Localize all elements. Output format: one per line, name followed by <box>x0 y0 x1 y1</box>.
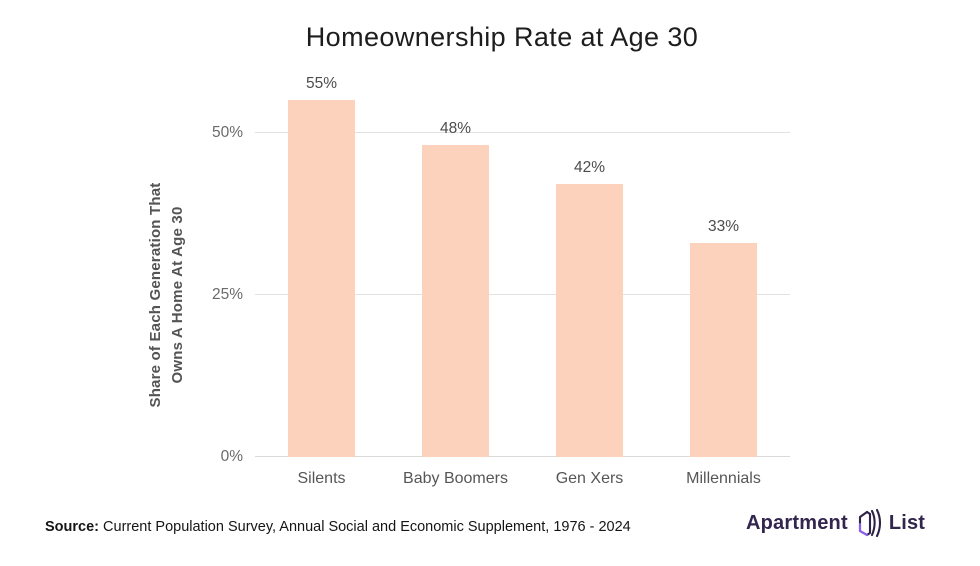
chart-title: Homeownership Rate at Age 30 <box>305 22 699 52</box>
plot-area: 0% 25% 50% 55% Silents 48% Baby Boomers 42% Gen … <box>212 75 790 487</box>
x-axis-label-baby-boomers: Baby Boomers <box>403 470 508 487</box>
x-axis-label-millennials: Millennials <box>686 470 761 487</box>
bar-value-label: 42% <box>573 159 606 177</box>
bar-baby-boomers <box>422 145 489 457</box>
logo-word-apartment: Apartment <box>746 511 848 534</box>
bar-value-label: 33% <box>707 217 740 235</box>
x-axis-label-gen-xers: Gen Xers <box>555 470 624 487</box>
logo-word-list: List <box>888 511 926 534</box>
bar-value-label: 55% <box>305 75 338 93</box>
source-label: Source: <box>45 519 99 535</box>
apartment-list-house-icon <box>858 508 881 538</box>
bar-millennials <box>690 242 757 457</box>
y-tick-label-50: 50% <box>211 123 243 141</box>
bar-value-label: 48% <box>439 120 472 138</box>
y-tick-label-0: 0% <box>220 448 243 465</box>
source-text: Current Population Survey, Annual Social… <box>99 519 631 535</box>
bar-silents <box>288 100 355 457</box>
y-axis-title-line1: Share of Each Generation That <box>147 182 164 408</box>
gridline-50 <box>255 131 790 133</box>
apartment-list-logo: Apartment List <box>746 507 925 539</box>
source-note: Source: Current Population Survey, Annua… <box>45 519 631 535</box>
y-tick-label-25: 25% <box>211 285 243 303</box>
bar-gen-xers <box>556 184 623 457</box>
x-axis-label-silents: Silents <box>297 470 346 487</box>
gridline-25 <box>255 293 790 295</box>
gridline-0 <box>255 456 790 457</box>
